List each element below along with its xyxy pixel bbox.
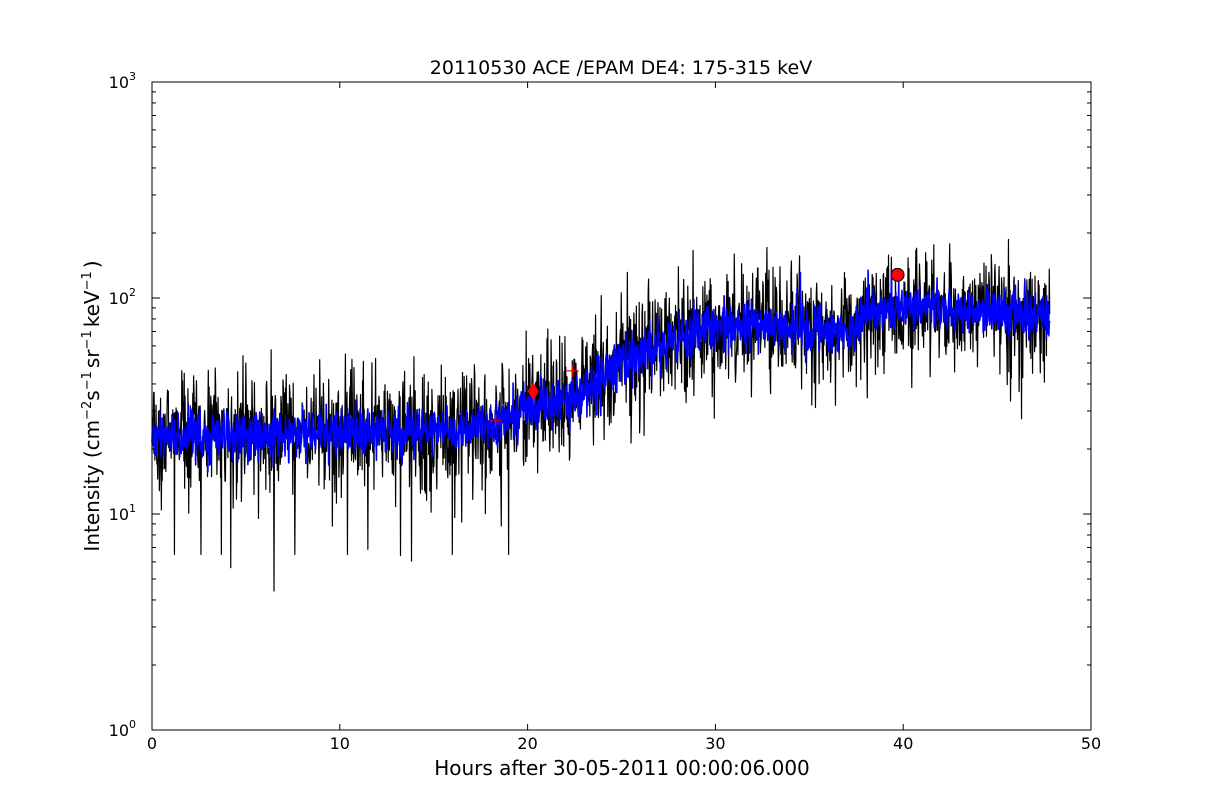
y-axis-title-suffix: ) — [80, 260, 104, 268]
x-tick-label-3: 30 — [705, 734, 725, 753]
y-axis-title-exp3: −1 — [80, 330, 95, 349]
y-tick-label-3: 103 — [109, 70, 136, 92]
y-axis-title: Intensity (cm−2s−1sr−1keV−1) — [80, 260, 104, 551]
y-axis-ticks: 100 101 102 103 — [109, 70, 1091, 740]
x-axis-ticks: 0 10 20 30 40 50 — [147, 82, 1101, 753]
x-tick-label-1: 10 — [330, 734, 350, 753]
y-axis-title-prefix: Intensity (cm — [80, 420, 104, 552]
marker-plus-2 — [566, 364, 579, 377]
x-tick-label-5: 50 — [1081, 734, 1101, 753]
series-line-smoothed — [151, 269, 1051, 473]
plot-frame — [151, 81, 1092, 731]
y-tick-label-2: 102 — [109, 286, 136, 308]
marker-layer — [489, 267, 905, 427]
y-axis-title-sr: sr — [80, 349, 104, 368]
series-layer — [151, 238, 1051, 592]
y-axis-title-s: s — [80, 390, 104, 400]
x-axis-title: Hours after 30-05-2011 00:00:06.000 — [434, 756, 810, 780]
marker-plus-0 — [489, 414, 502, 427]
marker-circle-3 — [890, 267, 905, 282]
y-axis-title-kev: keV — [80, 290, 104, 327]
y-tick-label-0: 100 — [109, 718, 136, 740]
y-axis-title-exp4: −1 — [80, 271, 95, 290]
x-tick-label-4: 40 — [893, 734, 913, 753]
y-axis-title-exp2: −1 — [80, 371, 95, 390]
chart-title: 20110530 ACE /EPAM DE4: 175-315 keV — [430, 57, 812, 79]
y-tick-label-1: 101 — [109, 502, 136, 524]
x-tick-label-2: 20 — [517, 734, 537, 753]
y-axis-title-exp1: −2 — [80, 401, 95, 420]
x-tick-label-0: 0 — [147, 734, 157, 753]
marker-diamond-1 — [527, 382, 539, 401]
